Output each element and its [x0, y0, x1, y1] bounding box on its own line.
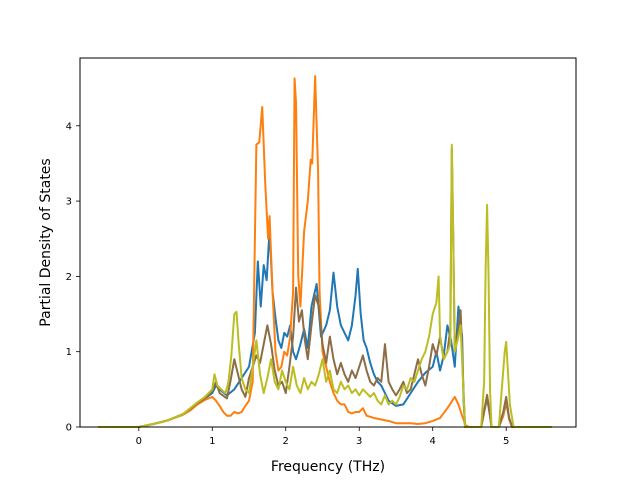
plot-area-frame [79, 57, 577, 428]
series-line-2 [98, 75, 552, 428]
y-axis-ticks: 0 1 2 3 4 [66, 121, 80, 434]
y-tick-label: 3 [66, 197, 72, 208]
series-line-4 [98, 143, 552, 428]
x-tick-label: 0 [136, 436, 142, 447]
x-axis-ticks: 0 1 2 3 4 5 [136, 427, 509, 447]
x-tick-label: 3 [356, 436, 362, 447]
y-tick-label: 1 [66, 347, 72, 358]
y-tick-label: 2 [66, 272, 72, 283]
series-layer [98, 75, 552, 428]
x-tick-label: 4 [430, 436, 436, 447]
x-tick-label: 1 [209, 436, 215, 447]
x-tick-label: 2 [283, 436, 289, 447]
x-axis-label: Frequency (THz) [271, 459, 385, 475]
x-tick-label: 5 [503, 436, 509, 447]
y-tick-label: 4 [66, 121, 72, 132]
y-tick-label: 0 [66, 423, 72, 434]
y-axis-label: Partial Density of States [38, 158, 54, 326]
